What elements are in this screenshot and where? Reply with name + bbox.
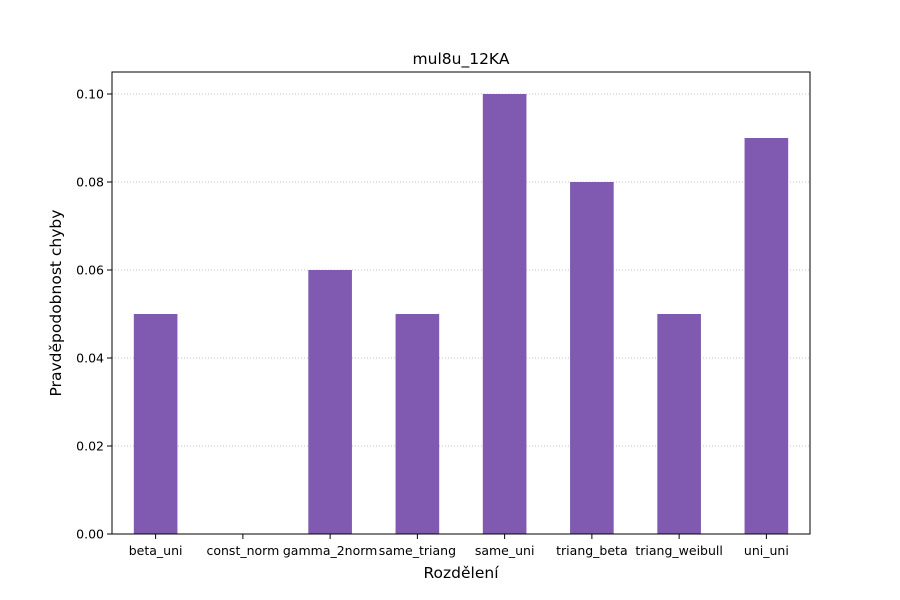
y-ticks: 0.00 0.02 0.04 0.06 0.08 0.10: [76, 87, 112, 542]
plot-frame: [111, 71, 811, 535]
y-axis-label: Pravděpodobnost chyby: [47, 210, 65, 397]
x-tick-label: beta_uni: [129, 543, 183, 558]
y-tick-label: 0.08: [76, 175, 104, 190]
x-tick-label: same_uni: [475, 543, 535, 558]
bar-same-triang: [395, 314, 440, 534]
x-tick-label: triang_beta: [556, 543, 627, 558]
y-tick-label: 0.10: [76, 87, 104, 102]
x-ticks: beta_uni const_norm gamma_2norm same_triang…: [129, 534, 789, 558]
bar-beta-uni: [133, 314, 178, 534]
x-axis-label: Rozdělení: [423, 564, 499, 582]
y-tick-label: 0.04: [76, 351, 104, 366]
x-tick-label: triang_weibull: [635, 543, 722, 558]
bar-same-uni: [482, 94, 527, 534]
y-tick-label: 0.00: [76, 527, 104, 542]
x-tick-label: const_norm: [206, 543, 279, 558]
bar-triang-weibull: [657, 314, 701, 534]
x-tick-label: uni_uni: [744, 543, 789, 558]
bar-uni-uni: [744, 138, 789, 534]
chart-title: mul8u_12KA: [413, 50, 510, 69]
bar-triang-beta: [570, 182, 614, 534]
x-tick-label: gamma_2norm: [283, 543, 377, 558]
y-tick-label: 0.06: [76, 263, 104, 278]
bar-gamma-2norm: [308, 270, 352, 534]
y-tick-label: 0.02: [76, 439, 104, 454]
x-tick-label: same_triang: [379, 543, 456, 558]
bars: [133, 94, 789, 534]
